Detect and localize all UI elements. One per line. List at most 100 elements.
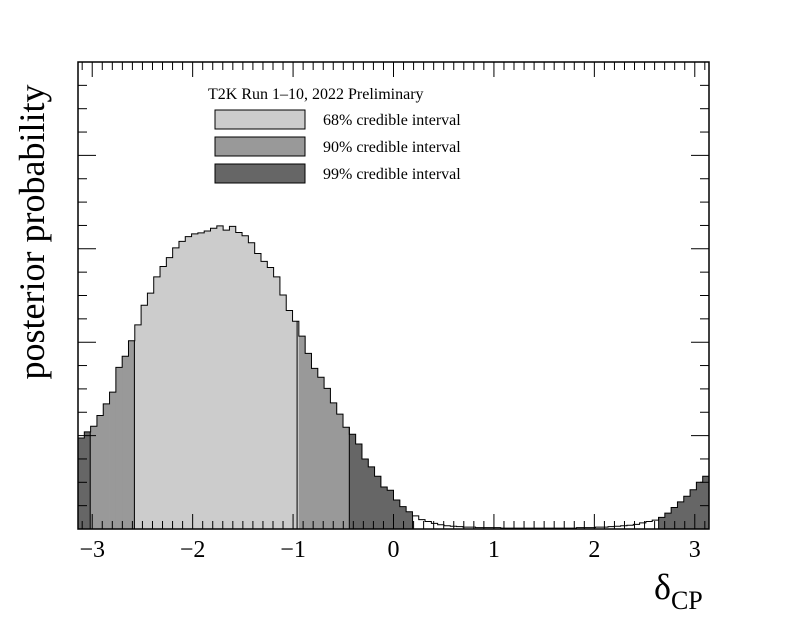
x-tick-label: 2 (588, 537, 600, 563)
histogram-bin (677, 501, 685, 529)
histogram-bin (425, 521, 432, 529)
histogram-bin (279, 295, 287, 529)
histogram-bin (456, 526, 464, 529)
histogram-bin (639, 522, 647, 529)
histogram-bin (260, 261, 268, 529)
histogram-bin (178, 241, 186, 529)
histogram-bin (652, 520, 659, 529)
y-axis-label: posterior probability (12, 85, 52, 380)
histogram-bin (235, 232, 243, 529)
x-axis-label-main: δ (654, 567, 671, 607)
histogram-bin (216, 225, 224, 530)
histogram-bin (147, 293, 155, 529)
histogram-bin (462, 527, 470, 529)
histogram-bin (103, 403, 110, 529)
histogram-bin (197, 232, 205, 530)
histogram-bin (418, 519, 426, 529)
histogram-bin (696, 482, 704, 529)
histogram-bin (645, 521, 653, 529)
histogram-bin (336, 414, 344, 529)
legend-label-90: 90% credible interval (323, 139, 461, 156)
x-axis-label: δCP (654, 567, 703, 615)
histogram-bin (330, 402, 338, 529)
histogram-bin (160, 266, 167, 529)
histogram-bin (210, 228, 218, 529)
legend-label-99: 99% credible interval (323, 166, 461, 183)
histogram-bin (172, 247, 180, 529)
histogram-bin (305, 353, 312, 529)
histogram-bin (109, 392, 117, 529)
histogram-bin (406, 511, 413, 529)
histogram-bin (702, 476, 710, 529)
histogram-bin (343, 427, 350, 529)
histogram-bin (437, 524, 445, 529)
histogram-bin (311, 368, 319, 529)
legend-label-68: 68% credible interval (323, 112, 461, 129)
histogram-bin (361, 458, 369, 529)
histogram-bin (387, 490, 394, 529)
histogram-bin (664, 513, 672, 529)
histogram-bin (248, 242, 256, 530)
histogram-bin (242, 235, 249, 529)
histogram-bin (349, 434, 357, 529)
histogram-bin (84, 431, 92, 529)
histogram-bin (317, 377, 325, 529)
histogram-bin (96, 415, 104, 529)
histogram-bin (443, 525, 451, 529)
histogram-bin (122, 356, 129, 529)
histogram-bin (153, 276, 161, 529)
legend-title: T2K Run 1–10, 2022 Preliminary (208, 86, 424, 103)
x-tick-label: 1 (488, 537, 500, 563)
histogram-bin (690, 489, 697, 529)
histogram-bin (90, 426, 98, 529)
histogram-bin (608, 526, 615, 529)
histogram-bin (658, 517, 666, 529)
histogram-bin (267, 267, 275, 529)
x-tick-label: −1 (280, 537, 306, 563)
x-tick-label: 0 (388, 537, 400, 563)
histogram-bin (355, 444, 363, 529)
x-axis-label-sub: CP (671, 586, 703, 615)
histogram-bin (78, 437, 85, 529)
histogram-bin (626, 525, 634, 529)
legend-swatch-68 (214, 109, 306, 130)
histogram-bin (298, 336, 306, 529)
x-tick-label: −3 (79, 537, 105, 563)
histogram-bin (595, 527, 603, 529)
x-tick-labels: −3 −2 −1 0 1 2 3 (79, 537, 700, 563)
x-tick-label: 3 (689, 537, 701, 563)
histogram-bin (166, 257, 174, 529)
histogram-bin (431, 523, 439, 529)
histogram-bin (223, 230, 230, 529)
histogram-bin (254, 253, 262, 529)
histogram-bin (683, 496, 691, 529)
interval-separators (89, 321, 660, 529)
axis-ticks (78, 61, 709, 530)
histogram-bin (324, 388, 331, 529)
histogram-bin (134, 324, 142, 529)
histogram-bin (141, 305, 148, 529)
histogram-bin (393, 500, 401, 529)
histogram-bin (380, 486, 388, 529)
legend-swatch-90 (214, 136, 306, 157)
histogram-bin (601, 527, 609, 529)
histogram-bin (286, 310, 293, 529)
histogram-bin (633, 524, 640, 529)
histogram-bin (671, 507, 678, 529)
histogram-bin (191, 233, 199, 530)
histogram-bin (412, 515, 420, 529)
histogram-bin (292, 321, 300, 529)
histogram-bin (273, 276, 281, 529)
histogram-bin (399, 506, 407, 529)
credible-interval-fills (78, 225, 710, 530)
histogram-bin (614, 526, 622, 529)
histogram-bin (374, 476, 382, 529)
histogram-bin (185, 236, 192, 529)
histogram-bin (368, 466, 375, 529)
histogram-bin (469, 527, 476, 529)
histogram-bin (229, 226, 237, 529)
legend-swatch-99 (214, 163, 306, 184)
x-tick-label: −2 (180, 537, 206, 563)
histogram-bin (115, 367, 123, 529)
